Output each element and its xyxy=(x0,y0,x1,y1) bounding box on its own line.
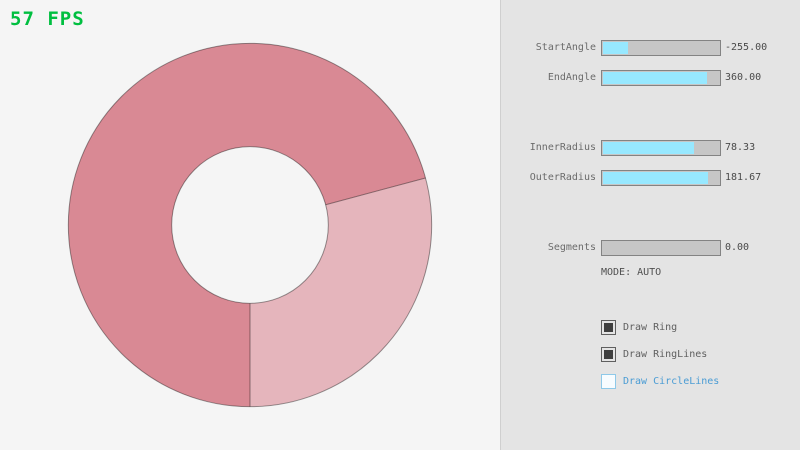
end-angle-value: 360.00 xyxy=(725,72,762,83)
ring-canvas xyxy=(67,42,433,408)
inner-radius-label: InnerRadius xyxy=(529,142,596,153)
draw-circlelines-check-mark xyxy=(604,377,613,386)
outer-radius-row: OuterRadius 181.67 xyxy=(501,170,800,186)
draw-ringlines-checkbox-row: Draw RingLines xyxy=(601,347,800,362)
draw-circlelines-checkbox[interactable] xyxy=(601,374,616,389)
ring-sector-double-alpha xyxy=(68,43,426,407)
fps-counter: 57 FPS xyxy=(10,8,85,30)
draw-ringlines-checkbox[interactable] xyxy=(601,347,616,362)
outer-radius-slider-fill xyxy=(603,172,709,184)
start-angle-value: -255.00 xyxy=(725,42,768,53)
segments-mode-text: MODE: AUTO xyxy=(601,267,662,278)
draw-ring-checkbox-label: Draw Ring xyxy=(623,322,678,333)
inner-radius-row: InnerRadius 78.33 xyxy=(501,140,800,156)
outer-radius-value: 181.67 xyxy=(725,172,762,183)
draw-circlelines-checkbox-row: Draw CircleLines xyxy=(601,374,800,389)
draw-ring-check-mark xyxy=(604,323,613,332)
inner-radius-slider-fill xyxy=(603,142,694,154)
segments-row: Segments 0.00 xyxy=(501,240,800,256)
start-angle-label: StartAngle xyxy=(535,42,596,53)
ring-radial-line-upper-right xyxy=(325,177,426,206)
outer-radius-label: OuterRadius xyxy=(529,172,596,183)
segments-slider[interactable] xyxy=(601,240,721,256)
end-angle-slider-fill xyxy=(603,72,708,84)
draw-circlelines-checkbox-label: Draw CircleLines xyxy=(623,376,720,387)
outer-radius-slider[interactable] xyxy=(601,170,721,186)
draw-ring-checkbox-row: Draw Ring xyxy=(601,320,800,335)
end-angle-slider[interactable] xyxy=(601,70,721,86)
draw-ringlines-check-mark xyxy=(604,350,613,359)
start-angle-slider-fill xyxy=(603,42,629,54)
ring-sector-single-alpha xyxy=(250,177,432,407)
segments-value: 0.00 xyxy=(725,242,750,253)
segments-label: Segments xyxy=(547,242,596,253)
end-angle-label: EndAngle xyxy=(547,72,596,83)
draw-ring-checkbox[interactable] xyxy=(601,320,616,335)
inner-radius-slider[interactable] xyxy=(601,140,721,156)
ring-outer-line xyxy=(67,42,433,408)
draw-ringlines-checkbox-label: Draw RingLines xyxy=(623,349,708,360)
end-angle-row: EndAngle 360.00 xyxy=(501,70,800,86)
control-panel: StartAngle -255.00 EndAngle 360.00 Inner… xyxy=(500,0,800,450)
inner-radius-value: 78.33 xyxy=(725,142,756,153)
start-angle-slider[interactable] xyxy=(601,40,721,56)
ring-inner-line xyxy=(171,146,329,304)
start-angle-row: StartAngle -255.00 xyxy=(501,40,800,56)
